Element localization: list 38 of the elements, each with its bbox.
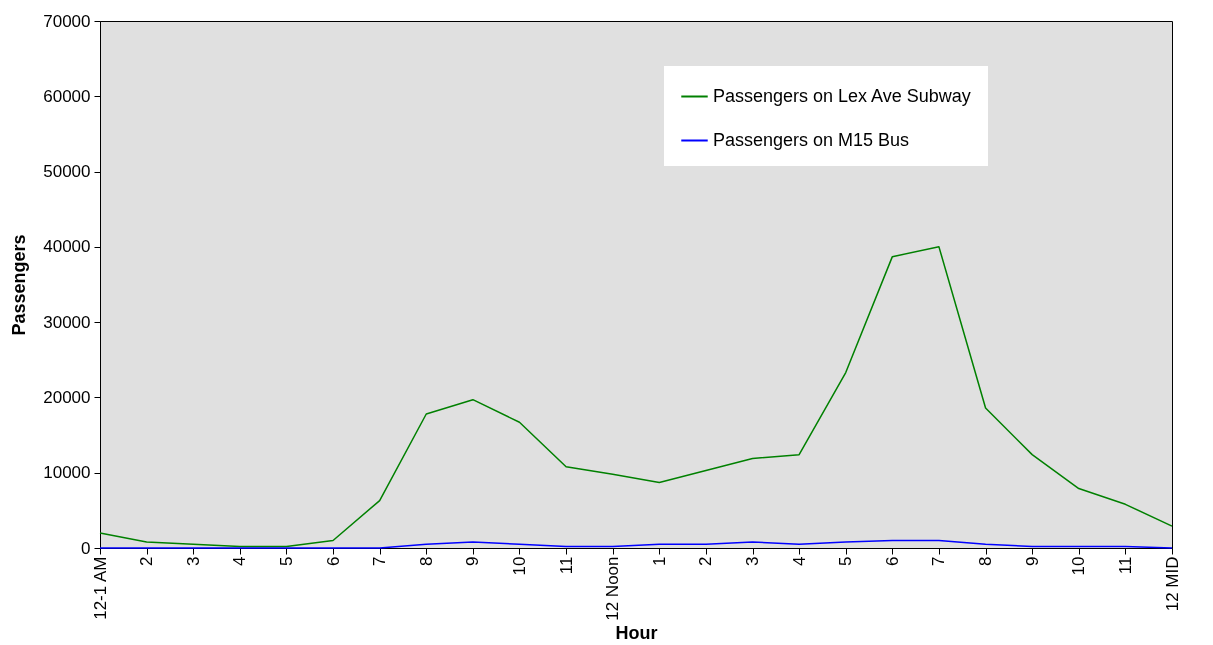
x-tick-label: 8 bbox=[416, 556, 436, 566]
x-tick-label: 8 bbox=[976, 556, 996, 566]
x-tick-label: 6 bbox=[323, 556, 343, 566]
legend-label: Passengers on Lex Ave Subway bbox=[713, 85, 971, 106]
x-tick-label: 1 bbox=[649, 556, 669, 566]
y-tick-label: 40000 bbox=[43, 237, 91, 257]
x-tick-label: 10 bbox=[509, 556, 529, 576]
y-tick-label: 0 bbox=[81, 538, 91, 558]
y-tick-label: 30000 bbox=[43, 312, 91, 332]
line-series bbox=[99, 246, 1173, 548]
x-tick-label: 2 bbox=[696, 556, 716, 566]
x-tick-label: 11 bbox=[1115, 556, 1135, 575]
x-tick-label: 4 bbox=[230, 556, 250, 566]
x-tick-label: 7 bbox=[370, 556, 390, 566]
y-axis-title: Passengers bbox=[9, 234, 30, 336]
x-tick-label: 12 Noon bbox=[603, 556, 623, 621]
y-tick-label: 20000 bbox=[43, 387, 91, 407]
x-tick-label: 3 bbox=[183, 556, 203, 566]
y-tick-label: 10000 bbox=[43, 463, 91, 483]
x-axis-title: Hour bbox=[615, 622, 658, 643]
x-tick-label: 5 bbox=[836, 556, 856, 566]
x-tick-label: 4 bbox=[789, 556, 809, 566]
y-tick-label: 70000 bbox=[43, 11, 91, 31]
x-tick-label: 3 bbox=[743, 556, 763, 566]
legend-label: Passengers on M15 Bus bbox=[713, 129, 910, 150]
x-tick-label: 6 bbox=[882, 556, 902, 566]
x-tick-label: 2 bbox=[137, 556, 157, 566]
x-tick-label: 9 bbox=[1022, 556, 1042, 566]
x-tick-label: 10 bbox=[1069, 556, 1089, 576]
line-series bbox=[99, 539, 1173, 549]
x-tick-label: 12 MID bbox=[1162, 556, 1182, 612]
x-tick-label: 5 bbox=[276, 556, 296, 566]
x-tick-label: 9 bbox=[463, 556, 483, 566]
x-tick-label: 11 bbox=[556, 556, 576, 575]
x-tick-label: 12-1 AM bbox=[90, 556, 110, 620]
y-tick-label: 60000 bbox=[43, 86, 91, 106]
x-tick-label: 7 bbox=[929, 556, 949, 566]
y-tick-label: 50000 bbox=[43, 162, 91, 182]
